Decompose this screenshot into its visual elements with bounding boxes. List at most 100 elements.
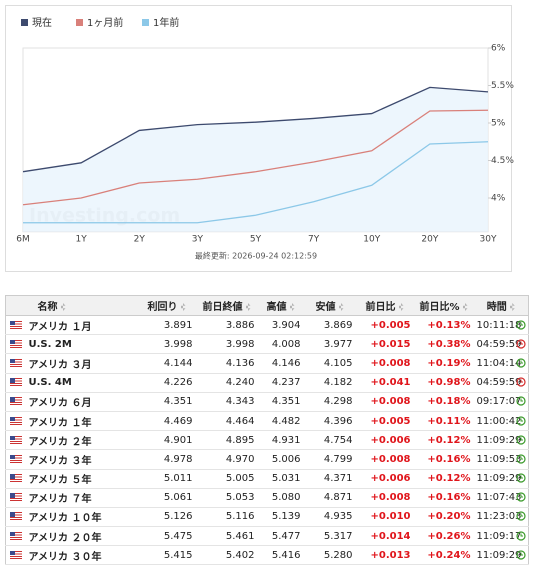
y-tick-label: 4%	[491, 194, 506, 204]
cell: 04:59:59	[473, 373, 521, 393]
cell: 5.475	[137, 526, 196, 547]
flag-cell	[5, 392, 26, 412]
cell: 3.977	[303, 334, 356, 355]
x-tick-label: 2Y	[134, 235, 146, 245]
instrument-name[interactable]: アメリカ １年	[25, 411, 138, 432]
clock-cell	[513, 315, 529, 336]
cell: 5.317	[303, 526, 356, 547]
clock-icon	[516, 454, 526, 464]
instrument-name[interactable]: U.S. 4M	[25, 373, 138, 393]
cell: 5.031	[257, 469, 304, 489]
cell: 5.280	[303, 545, 356, 566]
cell: 3.891	[137, 315, 196, 336]
clock-face	[516, 473, 526, 483]
flag-cell	[5, 469, 26, 489]
header-cell[interactable]: 安値	[303, 295, 356, 316]
cell: 4.464	[195, 411, 258, 432]
clock-icon	[516, 550, 526, 560]
cell: +0.24%	[413, 545, 474, 566]
clock-cell	[513, 353, 529, 374]
clock-face	[516, 435, 526, 445]
cell: 4.351	[257, 392, 304, 412]
legend-label: 1ヶ月前	[87, 16, 123, 29]
x-tick-label: 20Y	[421, 235, 438, 245]
cell: 5.461	[195, 526, 258, 547]
header-cell[interactable]: 名称	[25, 295, 138, 316]
cell: 5.061	[137, 488, 196, 508]
cell: 4.343	[195, 392, 258, 412]
table-row: U.S. 2M 3.998 3.998 4.008 3.977 +0.015 +0.38% 0…	[5, 334, 529, 355]
instrument-name[interactable]: アメリカ １月	[25, 315, 138, 336]
table-row: アメリカ ７年 5.061 5.053 5.080 4.871 +0.008 +0.16% 1…	[5, 488, 529, 508]
cell: +0.13%	[413, 315, 474, 336]
header-cell[interactable]: 前日終値	[195, 295, 258, 316]
instrument-name[interactable]: アメリカ ７年	[25, 488, 138, 508]
instrument-name[interactable]: アメリカ ６月	[25, 392, 138, 412]
instrument-name[interactable]: U.S. 2M	[25, 334, 138, 355]
cell: 4.351	[137, 392, 196, 412]
y-tick-label: 5%	[491, 119, 506, 129]
table-row: U.S. 4M 4.226 4.240 4.237 4.182 +0.041 +0.98% 0…	[5, 373, 529, 393]
clock-icon	[516, 435, 526, 445]
clock-face	[516, 396, 526, 406]
header-cell[interactable]: 高値	[257, 295, 304, 316]
cell: +0.38%	[413, 334, 474, 355]
cell: 5.080	[257, 488, 304, 508]
cell: +0.18%	[413, 392, 474, 412]
series-line	[23, 141, 489, 224]
header-cell[interactable]: 利回り	[137, 295, 196, 316]
sort-icon	[398, 303, 404, 311]
x-tick-label: 7Y	[308, 235, 320, 245]
header-cell[interactable]: 前日比	[355, 295, 414, 316]
cell: 4.754	[303, 430, 356, 451]
cell: +0.013	[355, 545, 414, 566]
instrument-name[interactable]: アメリカ ３年	[25, 449, 138, 470]
instrument-name[interactable]: アメリカ ２年	[25, 430, 138, 451]
cell: +0.008	[355, 449, 414, 470]
clock-icon	[516, 396, 526, 406]
table-row: アメリカ ５年 5.011 5.005 5.031 4.371 +0.006 +0.12% 1…	[5, 469, 529, 489]
cell: 4.970	[195, 449, 258, 470]
clock-icon	[516, 319, 526, 330]
sort-icon	[60, 303, 66, 311]
sort-icon	[180, 303, 186, 311]
cell: 09:17:07	[473, 392, 521, 412]
instrument-name[interactable]: アメリカ ３０年	[25, 545, 138, 566]
cell: +0.11%	[413, 411, 474, 432]
flag-icon	[9, 454, 22, 463]
cell: 4.871	[303, 488, 356, 508]
cell: 11:07:43	[473, 488, 521, 508]
clock-cell	[513, 488, 529, 508]
instrument-name[interactable]: アメリカ １０年	[25, 507, 138, 528]
cell: 4.396	[303, 411, 356, 432]
x-tick-label: 5Y	[250, 235, 262, 245]
clock-hands	[520, 322, 523, 326]
header-cell[interactable]: 前日比%	[413, 295, 474, 316]
legend-label: 1年前	[153, 16, 179, 29]
instrument-name[interactable]: アメリカ ３月	[25, 353, 138, 374]
y-tick-label: 5.5%	[491, 81, 514, 91]
instrument-name[interactable]: アメリカ ２０年	[25, 526, 138, 547]
sort-icon	[289, 303, 295, 311]
cell: 11:04:14	[473, 353, 521, 374]
cell: 4.799	[303, 449, 356, 470]
cell: 4.469	[137, 411, 196, 432]
flag-icon	[9, 512, 22, 521]
cell: +0.12%	[413, 430, 474, 451]
cell: 11:23:03	[473, 507, 521, 528]
flag-icon	[9, 531, 22, 540]
header-cell[interactable]: 時間	[473, 295, 529, 316]
chart-panel: 現在1ヶ月前1年前Investing.com4%4.5%5%5.5%6%6M1Y…	[5, 5, 514, 272]
instrument-name[interactable]: アメリカ ５年	[25, 469, 138, 489]
cell: +0.008	[355, 488, 414, 508]
cell: +0.008	[355, 392, 414, 412]
header-label: 前日比%	[419, 302, 460, 313]
clock-face	[516, 454, 526, 464]
header-row: 名称 利回り 前日終値 高値 安値 前日比 前日比% 時間	[5, 295, 529, 316]
x-tick-label: 3Y	[192, 235, 204, 245]
clock-face	[516, 492, 526, 502]
flag-cell	[5, 526, 26, 547]
header-label: 名称	[37, 302, 58, 313]
cell: 5.415	[137, 545, 196, 566]
